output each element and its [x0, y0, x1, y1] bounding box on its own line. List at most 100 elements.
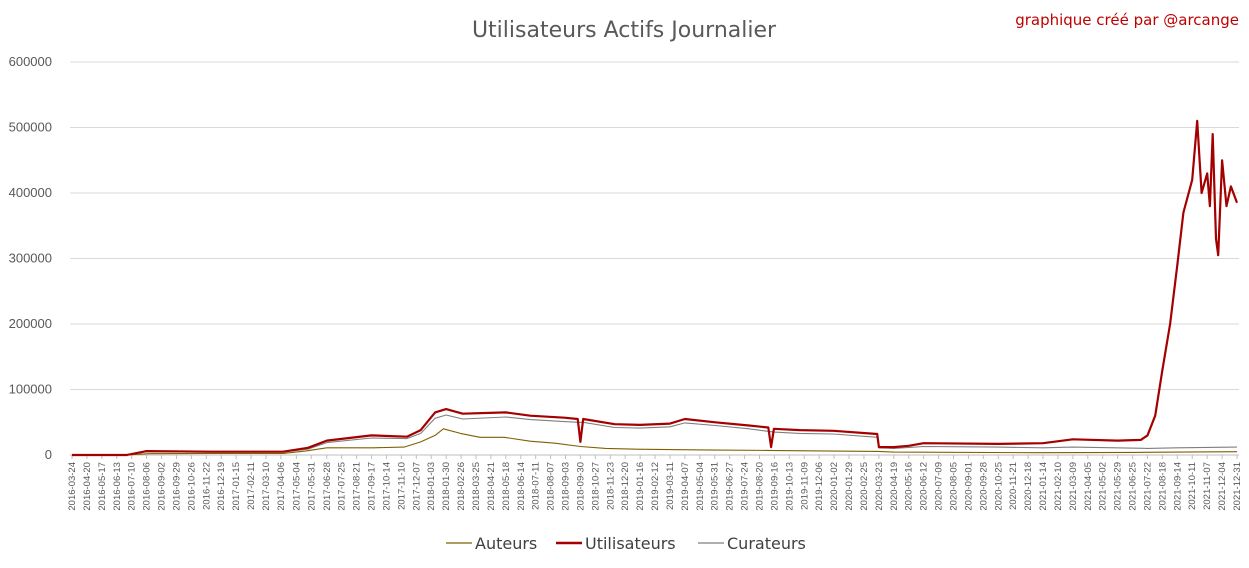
y-tick-label: 200000 — [9, 316, 52, 331]
x-tick-label: 2019-01-16 — [635, 462, 646, 511]
y-axis: 0 100000 200000 300000 400000 500000 600000 — [9, 54, 52, 462]
x-tick-label: 2017-07-25 — [337, 462, 348, 511]
x-tick-label: 2021-07-22 — [1142, 462, 1153, 511]
x-tick-label: 2018-01-03 — [426, 462, 437, 511]
x-tick-label: 2020-01-02 — [829, 462, 840, 511]
x-tick-label: 2019-10-13 — [784, 462, 795, 511]
legend-label-utilisateurs: Utilisateurs — [585, 534, 676, 553]
x-tick-label: 2016-03-24 — [67, 462, 78, 511]
x-tick-label: 2020-02-25 — [859, 462, 870, 511]
x-tick-label: 2020-06-12 — [919, 462, 930, 511]
x-tick-label: 2019-02-12 — [650, 462, 661, 511]
x-tick-label: 2016-09-02 — [157, 462, 168, 511]
x-tick-label: 2017-05-04 — [291, 462, 302, 511]
x-tick-label: 2017-01-15 — [231, 462, 242, 511]
x-tick-label: 2017-03-10 — [261, 462, 272, 511]
x-tick-label: 2020-12-18 — [1023, 462, 1034, 511]
x-tick-label: 2021-08-18 — [1157, 462, 1168, 511]
x-tick-label: 2017-05-31 — [306, 462, 317, 511]
x-tick-label: 2016-05-17 — [97, 462, 108, 511]
series-line-utilisateurs — [72, 119, 1239, 457]
legend: Auteurs Utilisateurs Curateurs — [446, 534, 806, 553]
x-tick-label: 2020-05-16 — [904, 462, 915, 511]
x-tick-label: 2021-02-10 — [1053, 462, 1064, 511]
x-tick-label: 2021-12-04 — [1217, 462, 1228, 511]
x-tick-label: 2019-09-16 — [769, 462, 780, 511]
x-tick-label: 2021-09-14 — [1172, 462, 1183, 511]
x-tick-label: 2018-06-14 — [516, 462, 527, 511]
x-tick-label: 2021-05-02 — [1098, 462, 1109, 511]
x-tick-label: 2019-12-06 — [814, 462, 825, 511]
x-tick-label: 2018-09-03 — [561, 462, 572, 511]
x-tick-label: 2018-08-07 — [546, 462, 557, 511]
x-tick-label: 2017-10-14 — [381, 462, 392, 511]
x-tick-label: 2021-06-25 — [1128, 462, 1139, 511]
x-tick-label: 2020-01-29 — [844, 462, 855, 511]
x-tick-label: 2020-09-01 — [963, 462, 974, 511]
chart-credit: graphique créé par @arcange — [1015, 11, 1239, 29]
legend-label-auteurs: Auteurs — [475, 534, 537, 553]
x-tick-label: 2017-06-28 — [322, 462, 333, 511]
x-tick-label: 2017-12-07 — [411, 462, 422, 511]
x-tick-label: 2020-11-21 — [1008, 462, 1019, 510]
x-tick-label: 2017-11-10 — [396, 462, 407, 510]
x-tick-label: 2020-09-28 — [978, 462, 989, 511]
x-tick-label: 2021-01-14 — [1038, 462, 1049, 511]
x-tick-label: 2017-04-06 — [276, 462, 287, 511]
chart-title: Utilisateurs Actifs Journalier — [472, 18, 777, 43]
x-axis: 2016-03-24 2016-04-20 2016-05-17 2016-06-13… — [67, 455, 1243, 511]
x-tick-label: 2020-07-09 — [934, 462, 945, 511]
x-tick-label: 2018-07-11 — [531, 462, 542, 510]
legend-label-curateurs: Curateurs — [727, 534, 806, 553]
x-tick-label: 2021-03-09 — [1068, 462, 1079, 511]
x-tick-label: 2016-10-26 — [186, 462, 197, 511]
x-tick-label: 2016-12-19 — [216, 462, 227, 511]
x-tick-label: 2018-02-26 — [456, 462, 467, 511]
x-tick-label: 2017-09-17 — [367, 462, 378, 511]
x-tick-label: 2020-10-25 — [993, 462, 1004, 511]
x-tick-label: 2021-05-29 — [1113, 462, 1124, 511]
series-layer — [72, 119, 1239, 457]
x-tick-label: 2020-04-19 — [889, 462, 900, 511]
x-tick-label: 2021-12-31 — [1232, 462, 1243, 511]
x-tick-label: 2017-02-11 — [246, 462, 257, 510]
y-tick-label: 0 — [45, 447, 52, 462]
x-tick-label: 2019-03-11 — [665, 462, 676, 510]
x-tick-label: 2019-05-31 — [710, 462, 721, 511]
series-line-curateurs — [72, 414, 1238, 456]
grid — [70, 61, 1239, 456]
y-tick-label: 500000 — [9, 120, 52, 135]
x-tick-label: 2020-08-05 — [948, 462, 959, 511]
x-tick-label: 2018-12-20 — [620, 462, 631, 511]
x-tick-label: 2016-04-20 — [82, 462, 93, 511]
x-tick-label: 2019-11-09 — [799, 462, 810, 510]
x-tick-label: 2016-07-10 — [127, 462, 138, 511]
x-tick-label: 2021-04-05 — [1083, 462, 1094, 511]
x-tick-label: 2018-04-21 — [486, 462, 497, 511]
x-tick-label: 2019-07-24 — [740, 462, 751, 511]
x-tick-label: 2019-08-20 — [755, 462, 766, 511]
x-tick-label: 2016-06-13 — [112, 462, 123, 511]
y-tick-label: 300000 — [9, 251, 52, 266]
x-tick-label: 2021-11-07 — [1202, 462, 1213, 510]
x-tick-label: 2020-03-23 — [874, 462, 885, 511]
y-tick-label: 400000 — [9, 185, 52, 200]
x-tick-label: 2018-09-30 — [575, 462, 586, 511]
x-tick-label: 2019-05-04 — [695, 462, 706, 511]
x-tick-label: 2018-11-23 — [605, 462, 616, 510]
x-tick-label: 2019-04-07 — [680, 462, 691, 511]
x-tick-label: 2021-10-11 — [1187, 462, 1198, 510]
x-tick-label: 2018-10-27 — [590, 462, 601, 511]
x-tick-label: 2018-05-18 — [501, 462, 512, 511]
x-tick-label: 2019-06-27 — [725, 462, 736, 511]
x-tick-label: 2016-08-06 — [142, 462, 153, 511]
x-tick-label: 2017-08-21 — [352, 462, 363, 511]
y-tick-label: 600000 — [9, 54, 52, 69]
series-line-auteurs — [72, 428, 1238, 456]
x-tick-label: 2016-11-22 — [201, 462, 212, 510]
x-tick-label: 2018-03-25 — [471, 462, 482, 511]
y-tick-label: 100000 — [9, 382, 52, 397]
x-tick-label: 2018-01-30 — [441, 462, 452, 511]
